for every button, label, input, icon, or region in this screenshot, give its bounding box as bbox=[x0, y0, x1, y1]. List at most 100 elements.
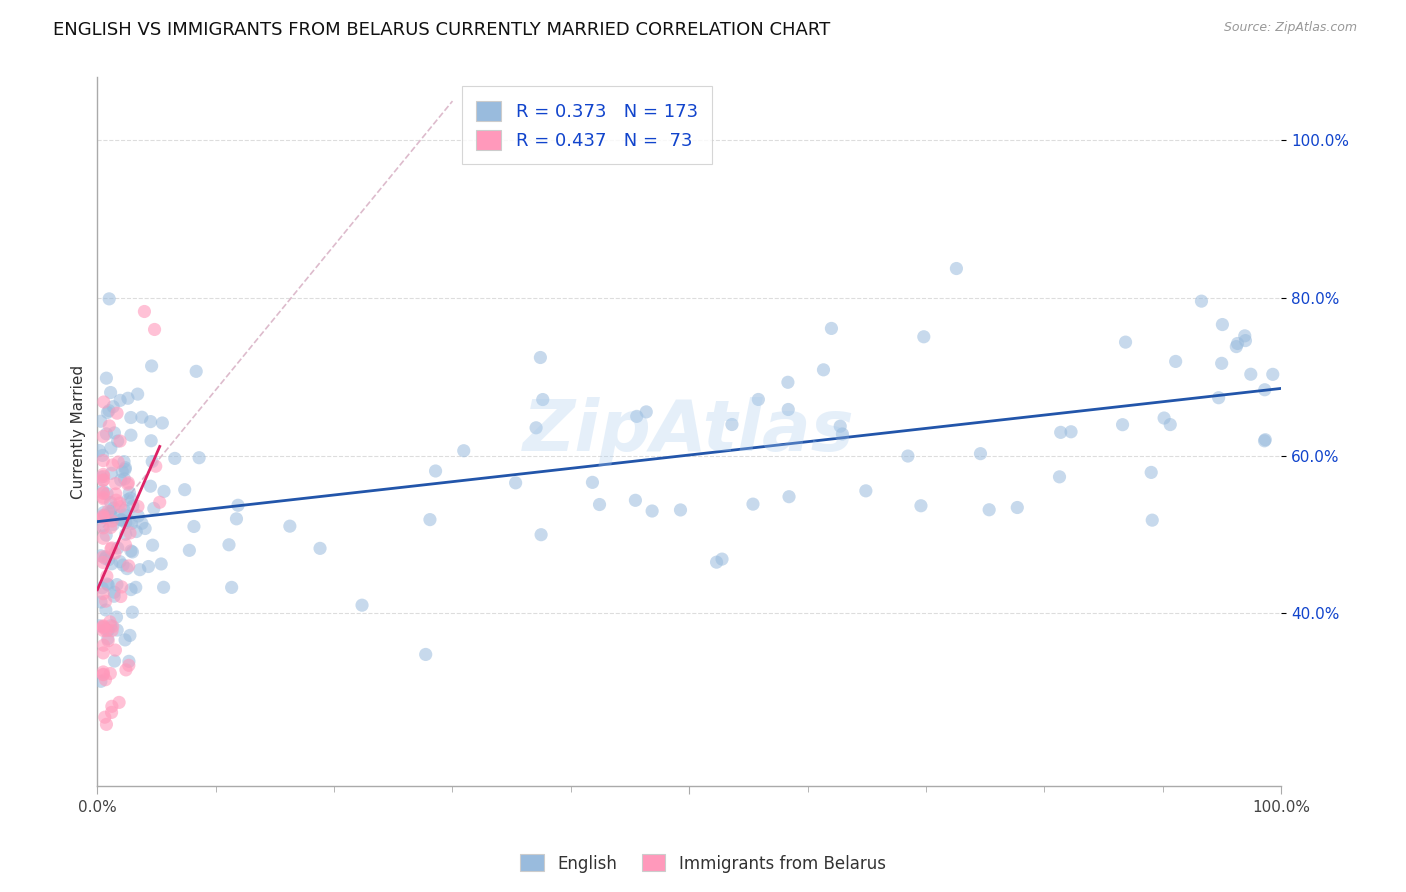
Point bbox=[721, 417, 744, 432]
Point bbox=[910, 499, 932, 513]
Point bbox=[114, 503, 136, 517]
Point bbox=[179, 543, 201, 558]
Point bbox=[117, 492, 139, 507]
Point bbox=[145, 459, 167, 474]
Point bbox=[969, 447, 991, 461]
Point bbox=[118, 628, 141, 642]
Point bbox=[101, 624, 124, 638]
Point bbox=[108, 496, 131, 510]
Point bbox=[108, 434, 131, 448]
Point bbox=[117, 391, 139, 405]
Point bbox=[93, 395, 115, 409]
Point bbox=[91, 467, 114, 482]
Point bbox=[91, 486, 114, 500]
Point bbox=[97, 624, 120, 638]
Point bbox=[531, 392, 554, 407]
Point bbox=[104, 476, 127, 491]
Point bbox=[118, 658, 141, 673]
Point bbox=[1159, 417, 1181, 432]
Point bbox=[830, 419, 852, 434]
Point bbox=[93, 506, 115, 520]
Point bbox=[1233, 329, 1256, 343]
Point bbox=[150, 416, 173, 430]
Point bbox=[105, 623, 128, 637]
Point bbox=[183, 519, 205, 533]
Point bbox=[221, 581, 243, 595]
Point bbox=[91, 619, 114, 633]
Point bbox=[100, 504, 122, 518]
Point bbox=[118, 485, 141, 500]
Point bbox=[1111, 417, 1133, 432]
Point bbox=[91, 587, 114, 601]
Point bbox=[711, 552, 734, 566]
Point bbox=[97, 504, 120, 518]
Point bbox=[114, 472, 136, 486]
Point bbox=[114, 538, 136, 552]
Point bbox=[1225, 340, 1247, 354]
Point bbox=[114, 632, 136, 647]
Point bbox=[115, 663, 138, 677]
Point bbox=[93, 638, 115, 652]
Point bbox=[94, 549, 117, 564]
Point bbox=[624, 493, 647, 508]
Point bbox=[118, 654, 141, 668]
Point bbox=[91, 510, 114, 524]
Point bbox=[524, 421, 547, 435]
Point bbox=[141, 434, 163, 448]
Point bbox=[101, 510, 124, 524]
Point bbox=[91, 449, 114, 463]
Point bbox=[897, 449, 920, 463]
Point bbox=[820, 321, 842, 335]
Point bbox=[104, 487, 127, 501]
Point bbox=[139, 479, 162, 493]
Point bbox=[152, 580, 174, 594]
Point bbox=[91, 473, 114, 487]
Point bbox=[142, 501, 165, 516]
Point bbox=[101, 619, 124, 633]
Point bbox=[225, 512, 247, 526]
Point bbox=[110, 500, 132, 514]
Point bbox=[90, 595, 112, 609]
Point bbox=[114, 527, 136, 541]
Point bbox=[131, 516, 153, 531]
Point bbox=[100, 467, 122, 481]
Point bbox=[138, 559, 160, 574]
Point bbox=[111, 558, 134, 572]
Point bbox=[96, 426, 118, 441]
Point bbox=[98, 292, 121, 306]
Point bbox=[114, 508, 136, 522]
Point bbox=[108, 555, 131, 569]
Point bbox=[1254, 433, 1277, 447]
Point bbox=[419, 513, 441, 527]
Point bbox=[94, 603, 117, 617]
Point bbox=[103, 425, 125, 440]
Point bbox=[91, 624, 114, 638]
Point bbox=[94, 710, 117, 724]
Point bbox=[91, 508, 114, 523]
Point bbox=[94, 551, 117, 566]
Point bbox=[105, 406, 128, 420]
Point bbox=[105, 493, 128, 508]
Point bbox=[1049, 470, 1071, 484]
Point bbox=[98, 666, 121, 681]
Point bbox=[96, 405, 118, 419]
Point bbox=[121, 605, 143, 619]
Point bbox=[112, 455, 135, 469]
Point bbox=[100, 541, 122, 555]
Point bbox=[91, 453, 114, 467]
Point bbox=[1140, 466, 1163, 480]
Point bbox=[93, 469, 115, 483]
Point bbox=[641, 504, 664, 518]
Point bbox=[1007, 500, 1029, 515]
Point bbox=[127, 500, 149, 514]
Point bbox=[91, 429, 114, 443]
Point bbox=[855, 483, 877, 498]
Point bbox=[776, 376, 799, 390]
Point bbox=[529, 351, 551, 365]
Point bbox=[114, 462, 136, 476]
Point bbox=[101, 514, 124, 528]
Point bbox=[350, 598, 373, 612]
Point bbox=[125, 524, 148, 539]
Point bbox=[115, 561, 138, 575]
Point bbox=[93, 508, 115, 523]
